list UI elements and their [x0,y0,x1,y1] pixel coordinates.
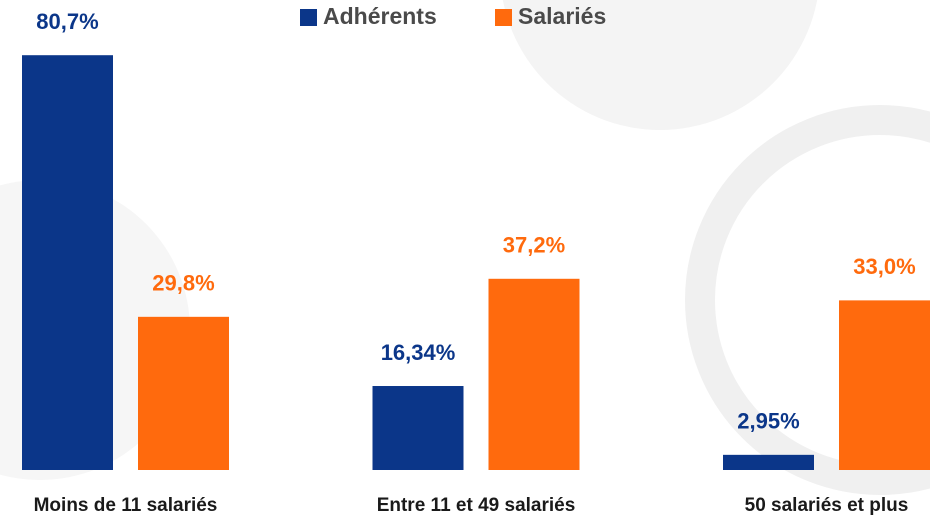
data-label: 37,2% [503,233,565,258]
data-label: 80,7% [36,9,98,34]
bar [138,316,229,470]
legend-label: Salariés [518,3,606,29]
bar [22,55,113,471]
data-label: 16,34% [381,340,456,365]
data-label: 29,8% [152,271,214,296]
bar [723,454,814,470]
x-tick-label: 50 salariés et plus [745,495,909,516]
data-label: 2,95% [737,409,799,434]
bar [839,300,930,470]
bar [488,278,580,470]
x-tick-label: Entre 11 et 49 salariés [377,495,576,516]
legend-label: Adhérents [323,3,437,29]
data-label: 33,0% [853,254,915,279]
legend-swatch [300,9,317,26]
decor-circle [685,105,930,495]
bar [372,386,464,470]
decor-circle [502,0,818,130]
x-tick-label: Moins de 11 salariés [34,495,218,516]
legend-swatch [495,9,512,26]
